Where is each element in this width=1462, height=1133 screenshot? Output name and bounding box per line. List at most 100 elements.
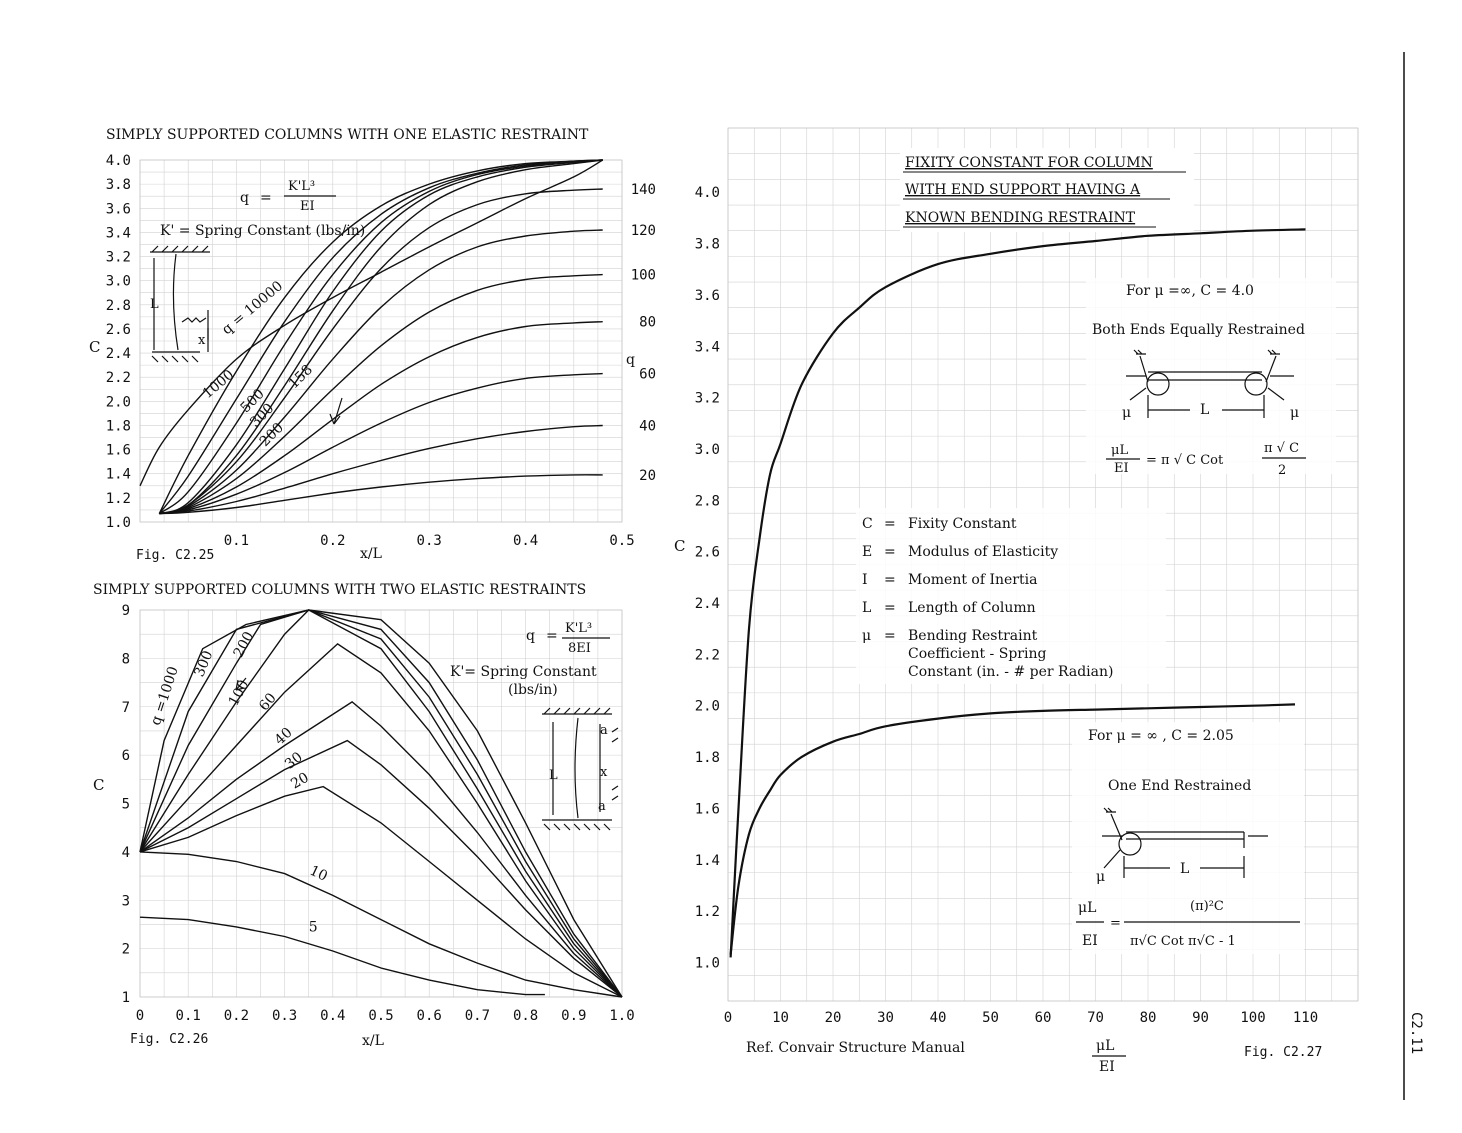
c226-note: K'= Spring Constant: [450, 664, 597, 680]
c227-legend: C = Fixity Constant E = Modulus of Elasticity…: [856, 508, 1166, 684]
c225-y-tick-label: 2.6: [106, 322, 131, 338]
c226-label-100: 100: [226, 678, 253, 709]
c225-x-tick-label: 0.5: [609, 533, 634, 549]
c227-x-tick-label: 90: [1192, 1010, 1209, 1026]
c226-series-300: [139, 609, 623, 998]
c227-legend-desc: Modulus of Elasticity: [908, 544, 1058, 560]
c227-x-tick-label: 20: [825, 1010, 842, 1026]
c227-y-tick-label: 3.4: [695, 339, 720, 355]
c227-one-eq-rhs-den: π√C Cot π√C - 1: [1130, 934, 1236, 949]
c227-y-tick-label: 2.2: [695, 647, 720, 663]
c226-y-tick-label: 7: [122, 700, 130, 716]
c227-x-tick-label: 30: [877, 1010, 894, 1026]
c227-x-tick-label: 40: [930, 1010, 947, 1026]
chart-c226: SIMPLY SUPPORTED COLUMNS WITH TWO ELASTI…: [93, 582, 635, 1049]
c227-legend-symbol: E: [862, 544, 872, 560]
c225-y-tick-label: 2.2: [106, 370, 131, 386]
c225-frame: [139, 159, 623, 523]
c225-series-120: [159, 229, 603, 515]
c225-inset-l: L: [150, 297, 159, 312]
c225-title: SIMPLY SUPPORTED COLUMNS WITH ONE ELASTI…: [106, 127, 589, 143]
c227-y-tick-label: 2.0: [695, 699, 720, 715]
c227-title: FIXITY CONSTANT FOR COLUMN WITH END SUPP…: [900, 148, 1194, 232]
c227-one-title: One End Restrained: [1108, 778, 1251, 794]
c227-series: [729, 228, 1306, 958]
c227-frame: [727, 127, 1359, 1002]
c226-inset-a1: a: [600, 723, 608, 738]
c226-y-tick-label: 8: [122, 651, 130, 667]
c226-label-5: 5: [309, 920, 318, 936]
c225-x-tick-label: 0.1: [224, 533, 249, 549]
c227-y-ticks: 1.0 1.2 1.4 1.6 1.8 2.0 2.2 2.4 2.6 2.8 3.0 3.2 3.4 3…: [695, 185, 720, 971]
c227-y-tick-label: 3.8: [695, 237, 720, 253]
c227-y-tick-label: 2.6: [695, 545, 720, 561]
c226-x-tick-label: 0: [136, 1008, 144, 1024]
c225-series-40: [159, 424, 603, 515]
c227-x-tick-label: 10: [772, 1010, 789, 1026]
c225-formula-lhs: q: [240, 190, 249, 206]
c226-formula-num: K'L³: [565, 621, 592, 636]
c227-ref: Ref. Convair Structure Manual: [746, 1040, 965, 1056]
c226-label-10: 10: [307, 863, 330, 885]
c225-series-500: [158, 159, 603, 515]
c225-ylabel: C: [89, 338, 100, 356]
c225-x-ticks: 0.1 0.2 0.3 0.4 0.5: [224, 533, 635, 549]
c226-label-1000: q =1000: [148, 665, 182, 728]
c227-y-tick-label: 1.8: [695, 750, 720, 766]
c225-series-300: [158, 159, 603, 515]
c226-formula-den: 8EI: [568, 641, 591, 656]
c227-legend-equals: =: [884, 628, 896, 644]
chart-c225: SIMPLY SUPPORTED COLUMNS WITH ONE ELASTI…: [89, 127, 656, 563]
c225-y-tick-label: 2.4: [106, 346, 131, 362]
c226-frame: [139, 609, 623, 998]
c227-both-title: Both Ends Equally Restrained: [1092, 322, 1305, 338]
c225-y-tick-label: 1.6: [106, 443, 131, 459]
c226-series-1000: [139, 609, 623, 998]
c226-inset-l: L: [549, 768, 558, 783]
c226-series-100: [139, 609, 623, 998]
c227-y-tick-label: 1.0: [695, 955, 720, 971]
c227-series-one-end-restrained: [729, 703, 1296, 955]
c226-y-tick-label: 2: [122, 942, 130, 958]
c227-y-tick-label: 3.6: [695, 288, 720, 304]
c226-formula-lhs: q: [526, 628, 535, 644]
c225-y-tick-label: 3.2: [106, 250, 131, 266]
c225-y-tick-label: 1.0: [106, 515, 131, 531]
c227-both-eq-rhs-den: 2: [1278, 463, 1286, 478]
c225-series-140: [159, 188, 603, 515]
c226-x-tick-label: 0.9: [561, 1008, 586, 1024]
c225-y-tick-label: 3.8: [106, 177, 131, 193]
c225-label-40: 40: [639, 418, 656, 434]
c225-y-tick-label: 1.8: [106, 418, 131, 434]
c226-y-tick-label: 3: [122, 893, 130, 909]
c227-both-limit: For μ =∞, C = 4.0: [1126, 283, 1254, 299]
c226-series-5: [139, 916, 545, 996]
c225-y-tick-label: 3.0: [106, 274, 131, 290]
c226-y-tick-label: 9: [122, 603, 130, 619]
c227-one-len: L: [1180, 861, 1189, 877]
c227-y-tick-label: 2.4: [695, 596, 720, 612]
c225-series-60: [159, 372, 603, 515]
c227-note-both: For μ =∞, C = 4.0 Both Ends Equally Rest…: [1086, 278, 1336, 478]
c226-xlabel: x/L: [362, 1033, 384, 1049]
c227-legend-desc: Bending Restraint: [908, 628, 1038, 644]
c227-y-tick-label: 3.0: [695, 442, 720, 458]
c226-fig-label: Fig. C2.26: [130, 1032, 208, 1047]
page-number: C2.11: [1408, 1012, 1424, 1054]
c227-legend-equals: =: [884, 516, 896, 532]
c227-both-eq-lhs-den: EI: [1114, 461, 1129, 476]
c225-label-120: 120: [631, 223, 656, 239]
c227-one-eq-lhs-num: μL: [1078, 900, 1096, 916]
c226-label-20: 20: [288, 770, 311, 793]
c227-legend-desc: Fixity Constant: [908, 516, 1017, 532]
c226-title: SIMPLY SUPPORTED COLUMNS WITH TWO ELASTI…: [93, 582, 586, 598]
c227-legend-symbol: C: [862, 516, 873, 532]
c227-x-tick-label: 100: [1240, 1010, 1265, 1026]
c227-legend-equals: =: [884, 544, 896, 560]
c227-title-line-2: WITH END SUPPORT HAVING A: [905, 182, 1141, 198]
c225-arrow-158: [329, 397, 343, 425]
c226-ylabel: C: [93, 776, 104, 794]
c227-ylabel: C: [674, 537, 685, 555]
c227-title-line-3: KNOWN BENDING RESTRAINT: [905, 210, 1136, 226]
c225-series-1000: [158, 159, 603, 514]
